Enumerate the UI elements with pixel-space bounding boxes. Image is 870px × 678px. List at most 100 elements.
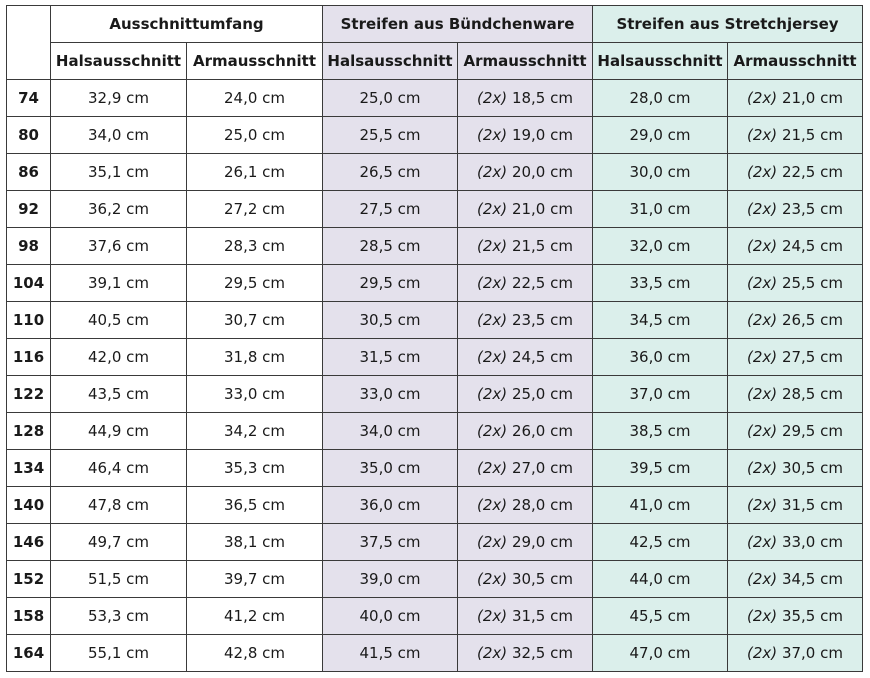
- column-header-armausschnitt: Armausschnitt: [727, 42, 863, 80]
- size-cell: 86: [6, 153, 51, 191]
- multiplier-label: (2x): [747, 237, 778, 255]
- halsausschnitt-cell: 44,9 cm: [50, 412, 187, 450]
- value-label: 21,5 cm: [781, 126, 843, 144]
- multiplier-label: (2x): [747, 496, 778, 514]
- multiplier-label: (2x): [747, 385, 778, 403]
- value-label: 21,0 cm: [781, 89, 843, 107]
- multiplier-label: (2x): [747, 89, 778, 107]
- buendchen-hals-cell: 41,5 cm: [322, 634, 458, 672]
- multiplier-label: (2x): [747, 644, 778, 662]
- buendchen-arm-cell: (2x) 32,5 cm: [457, 634, 593, 672]
- halsausschnitt-cell: 32,9 cm: [50, 79, 187, 117]
- value-label: 22,5 cm: [781, 163, 843, 181]
- value-label: 33,0 cm: [781, 533, 843, 551]
- value-label: 27,0 cm: [511, 459, 573, 477]
- value-label: 31,5 cm: [511, 607, 573, 625]
- size-header-corner: [6, 5, 51, 80]
- value-label: 34,5 cm: [781, 570, 843, 588]
- multiplier-label: (2x): [747, 533, 778, 551]
- multiplier-label: (2x): [747, 459, 778, 477]
- buendchen-arm-cell: (2x) 19,0 cm: [457, 116, 593, 154]
- table-row: 110 40,5 cm 30,7 cm 30,5 cm (2x) 23,5 cm 34,5…: [6, 301, 863, 339]
- buendchen-arm-cell: (2x) 27,0 cm: [457, 449, 593, 487]
- multiplier-label: (2x): [477, 496, 508, 514]
- group-header-stretchjersey: Streifen aus Stretchjersey: [592, 5, 863, 43]
- buendchen-hals-cell: 37,5 cm: [322, 523, 458, 561]
- stretch-hals-cell: 36,0 cm: [592, 338, 728, 376]
- multiplier-label: (2x): [477, 459, 508, 477]
- multiplier-label: (2x): [747, 200, 778, 218]
- multiplier-label: (2x): [477, 385, 508, 403]
- stretch-hals-cell: 31,0 cm: [592, 190, 728, 228]
- size-cell: 122: [6, 375, 51, 413]
- buendchen-hals-cell: 39,0 cm: [322, 560, 458, 598]
- armausschnitt-cell: 35,3 cm: [186, 449, 323, 487]
- multiplier-label: (2x): [747, 274, 778, 292]
- buendchen-hals-cell: 40,0 cm: [322, 597, 458, 635]
- size-cell: 74: [6, 79, 51, 117]
- stretch-hals-cell: 45,5 cm: [592, 597, 728, 635]
- halsausschnitt-cell: 40,5 cm: [50, 301, 187, 339]
- table-row: 128 44,9 cm 34,2 cm 34,0 cm (2x) 26,0 cm 38,5…: [6, 412, 863, 450]
- value-label: 18,5 cm: [511, 89, 573, 107]
- buendchen-arm-cell: (2x) 22,5 cm: [457, 264, 593, 302]
- multiplier-label: (2x): [747, 163, 778, 181]
- buendchen-hals-cell: 29,5 cm: [322, 264, 458, 302]
- size-cell: 164: [6, 634, 51, 672]
- buendchen-hals-cell: 28,5 cm: [322, 227, 458, 265]
- buendchen-arm-cell: (2x) 25,0 cm: [457, 375, 593, 413]
- stretch-arm-cell: (2x) 23,5 cm: [727, 190, 863, 228]
- multiplier-label: (2x): [477, 274, 508, 292]
- buendchen-hals-cell: 35,0 cm: [322, 449, 458, 487]
- buendchen-hals-cell: 36,0 cm: [322, 486, 458, 524]
- group-header-buendchenware: Streifen aus Bündchenware: [322, 5, 593, 43]
- buendchen-arm-cell: (2x) 21,0 cm: [457, 190, 593, 228]
- buendchen-arm-cell: (2x) 26,0 cm: [457, 412, 593, 450]
- buendchen-arm-cell: (2x) 20,0 cm: [457, 153, 593, 191]
- size-cell: 140: [6, 486, 51, 524]
- buendchen-arm-cell: (2x) 30,5 cm: [457, 560, 593, 598]
- table-row: 98 37,6 cm 28,3 cm 28,5 cm (2x) 21,5 cm 32,0 …: [6, 227, 863, 265]
- stretch-hals-cell: 44,0 cm: [592, 560, 728, 598]
- halsausschnitt-cell: 39,1 cm: [50, 264, 187, 302]
- column-header-armausschnitt: Armausschnitt: [186, 42, 323, 80]
- halsausschnitt-cell: 35,1 cm: [50, 153, 187, 191]
- value-label: 27,5 cm: [781, 348, 843, 366]
- stretch-hals-cell: 37,0 cm: [592, 375, 728, 413]
- stretch-arm-cell: (2x) 34,5 cm: [727, 560, 863, 598]
- multiplier-label: (2x): [477, 126, 508, 144]
- multiplier-label: (2x): [477, 644, 508, 662]
- stretch-arm-cell: (2x) 29,5 cm: [727, 412, 863, 450]
- stretch-hals-cell: 33,5 cm: [592, 264, 728, 302]
- multiplier-label: (2x): [747, 607, 778, 625]
- buendchen-arm-cell: (2x) 18,5 cm: [457, 79, 593, 117]
- table-row: 116 42,0 cm 31,8 cm 31,5 cm (2x) 24,5 cm 36,0…: [6, 338, 863, 376]
- table-row: 158 53,3 cm 41,2 cm 40,0 cm (2x) 31,5 cm 45,5…: [6, 597, 863, 635]
- value-label: 25,5 cm: [781, 274, 843, 292]
- value-label: 23,5 cm: [511, 311, 573, 329]
- size-cell: 92: [6, 190, 51, 228]
- armausschnitt-cell: 27,2 cm: [186, 190, 323, 228]
- halsausschnitt-cell: 49,7 cm: [50, 523, 187, 561]
- value-label: 28,5 cm: [781, 385, 843, 403]
- armausschnitt-cell: 39,7 cm: [186, 560, 323, 598]
- buendchen-hals-cell: 26,5 cm: [322, 153, 458, 191]
- buendchen-hals-cell: 30,5 cm: [322, 301, 458, 339]
- size-cell: 104: [6, 264, 51, 302]
- halsausschnitt-cell: 43,5 cm: [50, 375, 187, 413]
- buendchen-arm-cell: (2x) 29,0 cm: [457, 523, 593, 561]
- multiplier-label: (2x): [477, 533, 508, 551]
- value-label: 20,0 cm: [511, 163, 573, 181]
- value-label: 35,5 cm: [781, 607, 843, 625]
- halsausschnitt-cell: 46,4 cm: [50, 449, 187, 487]
- buendchen-arm-cell: (2x) 23,5 cm: [457, 301, 593, 339]
- buendchen-hals-cell: 33,0 cm: [322, 375, 458, 413]
- value-label: 26,5 cm: [781, 311, 843, 329]
- stretch-hals-cell: 39,5 cm: [592, 449, 728, 487]
- value-label: 19,0 cm: [511, 126, 573, 144]
- value-label: 37,0 cm: [781, 644, 843, 662]
- multiplier-label: (2x): [477, 237, 508, 255]
- halsausschnitt-cell: 47,8 cm: [50, 486, 187, 524]
- table-row: 152 51,5 cm 39,7 cm 39,0 cm (2x) 30,5 cm 44,0…: [6, 560, 863, 598]
- buendchen-hals-cell: 25,5 cm: [322, 116, 458, 154]
